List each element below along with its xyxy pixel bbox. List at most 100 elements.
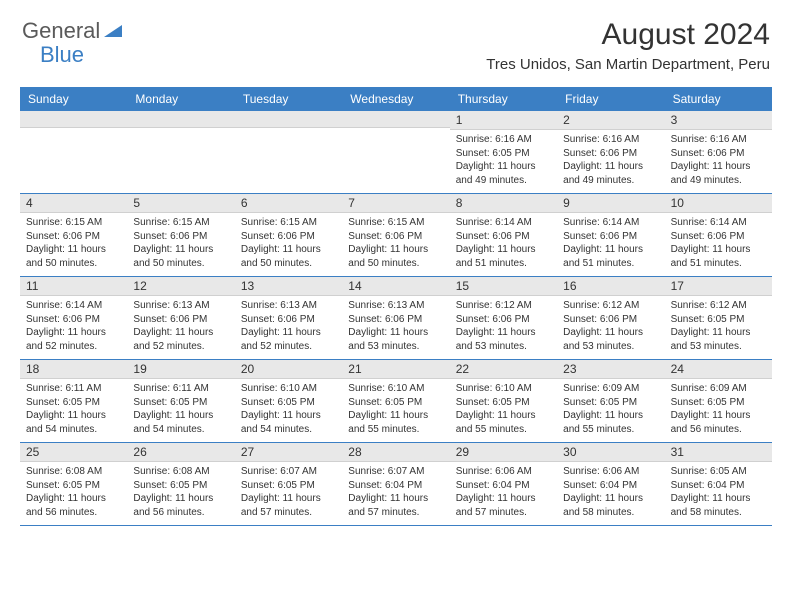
calendar-cell: 10Sunrise: 6:14 AMSunset: 6:06 PMDayligh… — [665, 194, 772, 276]
day-header: Monday — [127, 87, 234, 111]
date-number: 31 — [665, 443, 772, 462]
date-number: 15 — [450, 277, 557, 296]
date-number — [20, 111, 127, 128]
calendar-cell: 15Sunrise: 6:12 AMSunset: 6:06 PMDayligh… — [450, 277, 557, 359]
date-number: 5 — [127, 194, 234, 213]
cell-content: Sunrise: 6:16 AMSunset: 6:06 PMDaylight:… — [557, 130, 664, 192]
day-header: Thursday — [450, 87, 557, 111]
cell-content: Sunrise: 6:08 AMSunset: 6:05 PMDaylight:… — [20, 462, 127, 524]
calendar-cell: 4Sunrise: 6:15 AMSunset: 6:06 PMDaylight… — [20, 194, 127, 276]
date-number: 25 — [20, 443, 127, 462]
calendar-cell: 23Sunrise: 6:09 AMSunset: 6:05 PMDayligh… — [557, 360, 664, 442]
logo: General — [22, 18, 126, 44]
week-row: 1Sunrise: 6:16 AMSunset: 6:05 PMDaylight… — [20, 111, 772, 194]
calendar-cell: 18Sunrise: 6:11 AMSunset: 6:05 PMDayligh… — [20, 360, 127, 442]
calendar-cell: 20Sunrise: 6:10 AMSunset: 6:05 PMDayligh… — [235, 360, 342, 442]
calendar-cell — [342, 111, 449, 193]
cell-content: Sunrise: 6:13 AMSunset: 6:06 PMDaylight:… — [342, 296, 449, 358]
date-number: 7 — [342, 194, 449, 213]
calendar-cell: 7Sunrise: 6:15 AMSunset: 6:06 PMDaylight… — [342, 194, 449, 276]
calendar-cell: 8Sunrise: 6:14 AMSunset: 6:06 PMDaylight… — [450, 194, 557, 276]
date-number: 9 — [557, 194, 664, 213]
date-number: 29 — [450, 443, 557, 462]
calendar-cell — [20, 111, 127, 193]
week-row: 11Sunrise: 6:14 AMSunset: 6:06 PMDayligh… — [20, 277, 772, 360]
calendar-cell: 25Sunrise: 6:08 AMSunset: 6:05 PMDayligh… — [20, 443, 127, 525]
calendar-cell: 13Sunrise: 6:13 AMSunset: 6:06 PMDayligh… — [235, 277, 342, 359]
week-row: 4Sunrise: 6:15 AMSunset: 6:06 PMDaylight… — [20, 194, 772, 277]
date-number: 8 — [450, 194, 557, 213]
date-number: 4 — [20, 194, 127, 213]
day-header: Wednesday — [342, 87, 449, 111]
date-number: 18 — [20, 360, 127, 379]
cell-content: Sunrise: 6:10 AMSunset: 6:05 PMDaylight:… — [450, 379, 557, 441]
calendar-cell: 30Sunrise: 6:06 AMSunset: 6:04 PMDayligh… — [557, 443, 664, 525]
cell-content: Sunrise: 6:14 AMSunset: 6:06 PMDaylight:… — [665, 213, 772, 275]
week-row: 25Sunrise: 6:08 AMSunset: 6:05 PMDayligh… — [20, 443, 772, 526]
date-number: 21 — [342, 360, 449, 379]
calendar-cell: 16Sunrise: 6:12 AMSunset: 6:06 PMDayligh… — [557, 277, 664, 359]
cell-content: Sunrise: 6:07 AMSunset: 6:04 PMDaylight:… — [342, 462, 449, 524]
calendar-cell: 21Sunrise: 6:10 AMSunset: 6:05 PMDayligh… — [342, 360, 449, 442]
cell-content: Sunrise: 6:15 AMSunset: 6:06 PMDaylight:… — [342, 213, 449, 275]
day-headers-row: SundayMondayTuesdayWednesdayThursdayFrid… — [20, 87, 772, 111]
logo-text-blue: Blue — [40, 42, 84, 68]
date-number: 2 — [557, 111, 664, 130]
logo-text-gray: General — [22, 18, 100, 44]
cell-content: Sunrise: 6:15 AMSunset: 6:06 PMDaylight:… — [127, 213, 234, 275]
date-number: 28 — [342, 443, 449, 462]
date-number — [342, 111, 449, 128]
cell-content: Sunrise: 6:10 AMSunset: 6:05 PMDaylight:… — [342, 379, 449, 441]
cell-content: Sunrise: 6:08 AMSunset: 6:05 PMDaylight:… — [127, 462, 234, 524]
cell-content: Sunrise: 6:16 AMSunset: 6:05 PMDaylight:… — [450, 130, 557, 192]
day-header: Sunday — [20, 87, 127, 111]
calendar-cell: 17Sunrise: 6:12 AMSunset: 6:05 PMDayligh… — [665, 277, 772, 359]
date-number: 22 — [450, 360, 557, 379]
cell-content: Sunrise: 6:09 AMSunset: 6:05 PMDaylight:… — [557, 379, 664, 441]
cell-content: Sunrise: 6:12 AMSunset: 6:06 PMDaylight:… — [450, 296, 557, 358]
cell-content: Sunrise: 6:06 AMSunset: 6:04 PMDaylight:… — [557, 462, 664, 524]
cell-content: Sunrise: 6:11 AMSunset: 6:05 PMDaylight:… — [127, 379, 234, 441]
calendar-cell: 1Sunrise: 6:16 AMSunset: 6:05 PMDaylight… — [450, 111, 557, 193]
date-number — [235, 111, 342, 128]
date-number: 14 — [342, 277, 449, 296]
date-number: 20 — [235, 360, 342, 379]
date-number: 23 — [557, 360, 664, 379]
date-number: 17 — [665, 277, 772, 296]
calendar-cell: 3Sunrise: 6:16 AMSunset: 6:06 PMDaylight… — [665, 111, 772, 193]
day-header: Saturday — [665, 87, 772, 111]
date-number: 24 — [665, 360, 772, 379]
date-number: 13 — [235, 277, 342, 296]
calendar-cell: 5Sunrise: 6:15 AMSunset: 6:06 PMDaylight… — [127, 194, 234, 276]
date-number: 16 — [557, 277, 664, 296]
date-number — [127, 111, 234, 128]
cell-content: Sunrise: 6:05 AMSunset: 6:04 PMDaylight:… — [665, 462, 772, 524]
calendar-cell: 2Sunrise: 6:16 AMSunset: 6:06 PMDaylight… — [557, 111, 664, 193]
calendar-cell: 11Sunrise: 6:14 AMSunset: 6:06 PMDayligh… — [20, 277, 127, 359]
cell-content: Sunrise: 6:14 AMSunset: 6:06 PMDaylight:… — [557, 213, 664, 275]
calendar-cell: 27Sunrise: 6:07 AMSunset: 6:05 PMDayligh… — [235, 443, 342, 525]
date-number: 11 — [20, 277, 127, 296]
cell-content: Sunrise: 6:16 AMSunset: 6:06 PMDaylight:… — [665, 130, 772, 192]
cell-content: Sunrise: 6:12 AMSunset: 6:05 PMDaylight:… — [665, 296, 772, 358]
calendar-cell: 12Sunrise: 6:13 AMSunset: 6:06 PMDayligh… — [127, 277, 234, 359]
week-row: 18Sunrise: 6:11 AMSunset: 6:05 PMDayligh… — [20, 360, 772, 443]
header: General August 2024 Tres Unidos, San Mar… — [0, 0, 792, 79]
cell-content: Sunrise: 6:11 AMSunset: 6:05 PMDaylight:… — [20, 379, 127, 441]
calendar-cell: 9Sunrise: 6:14 AMSunset: 6:06 PMDaylight… — [557, 194, 664, 276]
date-number: 10 — [665, 194, 772, 213]
cell-content: Sunrise: 6:07 AMSunset: 6:05 PMDaylight:… — [235, 462, 342, 524]
date-number: 12 — [127, 277, 234, 296]
calendar-cell: 6Sunrise: 6:15 AMSunset: 6:06 PMDaylight… — [235, 194, 342, 276]
calendar-cell: 22Sunrise: 6:10 AMSunset: 6:05 PMDayligh… — [450, 360, 557, 442]
day-header: Tuesday — [235, 87, 342, 111]
calendar-cell — [127, 111, 234, 193]
title-block: August 2024 Tres Unidos, San Martin Depa… — [486, 18, 770, 73]
calendar-cell: 19Sunrise: 6:11 AMSunset: 6:05 PMDayligh… — [127, 360, 234, 442]
calendar: SundayMondayTuesdayWednesdayThursdayFrid… — [20, 87, 772, 526]
day-header: Friday — [557, 87, 664, 111]
logo-triangle-icon — [104, 23, 124, 39]
calendar-cell: 26Sunrise: 6:08 AMSunset: 6:05 PMDayligh… — [127, 443, 234, 525]
cell-content: Sunrise: 6:15 AMSunset: 6:06 PMDaylight:… — [20, 213, 127, 275]
cell-content: Sunrise: 6:09 AMSunset: 6:05 PMDaylight:… — [665, 379, 772, 441]
